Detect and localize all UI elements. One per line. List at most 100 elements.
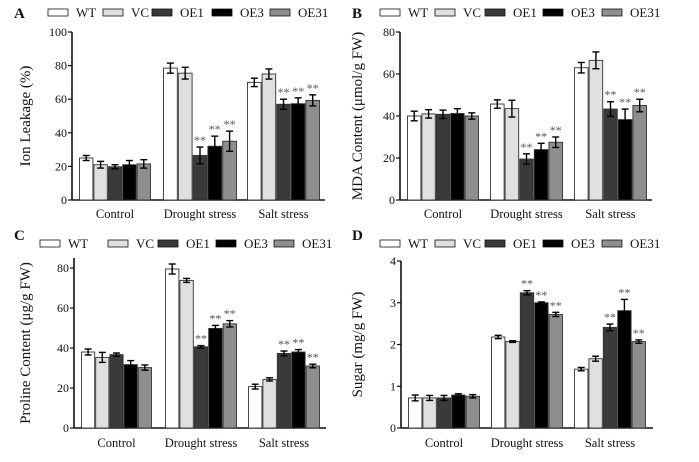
bar-oe31 [465,395,480,429]
bar-vc [422,397,437,429]
error-bar [125,159,133,170]
significance-marker: ** [278,85,290,99]
x-category-label: Salt stress [585,436,635,450]
legend-label: WT [76,5,96,20]
error-bar [309,94,317,107]
category-group-2: ****** [247,68,320,201]
y-tick-label: 20 [383,151,395,165]
legend-label: OE31 [302,236,332,251]
legend-swatch [39,239,61,248]
error-bar [439,109,447,120]
y-tick-label: 40 [383,109,395,123]
bar-oe1 [193,346,209,429]
x-category-label: Control [425,436,464,450]
bar-vc [177,72,193,201]
y-axis-label: Ion Leakage (%) [18,66,34,167]
bar-oe31 [305,99,320,201]
legend-label: OE1 [513,236,537,251]
legend-swatch [379,8,401,17]
bar-wt [79,157,94,201]
significance-marker: ** [224,307,236,321]
bar-oe3 [290,103,306,201]
legend-swatch [215,239,237,248]
bar-oe31 [136,163,151,201]
error-bar [577,366,585,372]
bar-vc [93,164,108,201]
bar-vc [504,108,520,201]
y-axis-label: MDA Content (μmol/g FW) [350,32,366,200]
error-bar [141,364,149,371]
panel-letter: C [14,228,25,244]
legend-label: OE31 [630,5,660,20]
legend-swatch [107,239,129,248]
legend-label: VC [463,236,481,251]
bar-oe1 [107,166,123,201]
error-bar [440,394,448,402]
significance-marker: ** [634,85,646,99]
bar-wt [574,368,589,429]
significance-marker: ** [550,298,562,312]
panel-d: D WT VC OE1 OE3 OE31 0 1 2 3 4 Sugar (mg/g FW) Contr… [350,228,660,450]
significance-marker: ** [278,337,290,351]
category-group-0 [79,154,151,201]
error-bar [294,348,302,356]
error-bar [606,323,614,332]
legend-item-oe1: OE1 [157,236,210,251]
category-group-1: ****** [491,277,563,429]
bar-oe31 [464,115,479,201]
bar-wt [165,268,180,429]
bar-oe1 [109,354,124,429]
legend-swatch [601,8,623,17]
bar-oe3 [291,351,306,429]
error-bar [537,301,545,305]
error-bar [523,153,530,166]
y-tick-label: 0 [390,421,396,435]
legend-label: VC [136,236,154,251]
error-bar [82,154,90,162]
error-bar [523,289,531,296]
error-bar [226,130,234,152]
legend-label: VC [131,5,149,20]
error-bar [508,99,516,118]
bar-oe3 [617,310,632,429]
legend-item-vc: VC [107,236,154,251]
y-tick-label: 20 [57,381,69,395]
error-bar [211,324,219,333]
significance-marker: ** [307,81,319,95]
error-bar [140,158,148,169]
bar-oe1 [519,158,534,201]
category-group-2: ****** [574,285,646,429]
significance-marker: ** [521,140,533,154]
legend-swatch [434,8,456,17]
error-bar [494,334,502,340]
panel-a: A WT VC OE1 OE3 OE31 0 20 40 60 80 100 Ion Leakage (… [14,5,328,221]
bar-oe1 [602,326,618,429]
y-tick-label: 100 [49,25,67,39]
error-bar [577,61,585,74]
panel-b: B WT VC OE1 OE3 OE31 0 20 40 60 80 MDA Content (μmo… [350,5,660,221]
error-bar [592,355,600,362]
error-bar [127,359,135,370]
bar-oe1 [519,292,535,429]
error-bar [493,99,501,109]
bar-vc [179,279,194,429]
bar-wt [408,397,423,429]
x-category-label: Drought stress [165,436,238,450]
bar-wt [490,103,505,201]
bar-oe1 [435,113,451,201]
legend-item-wt: WT [47,5,96,20]
category-group-2: ****** [248,336,320,429]
error-bar [280,350,288,357]
bar-oe31 [631,341,646,429]
error-bar [196,146,204,165]
y-tick-label: 0 [389,193,395,207]
bar-vc [95,356,110,429]
error-bar [469,393,477,399]
error-bar [111,164,119,170]
error-bar [552,311,560,318]
legend-item-oe31: OE31 [269,5,328,20]
significance-marker: ** [292,336,304,350]
error-bar [426,394,434,402]
significance-marker: ** [604,310,616,324]
panel-letter: A [14,6,25,22]
